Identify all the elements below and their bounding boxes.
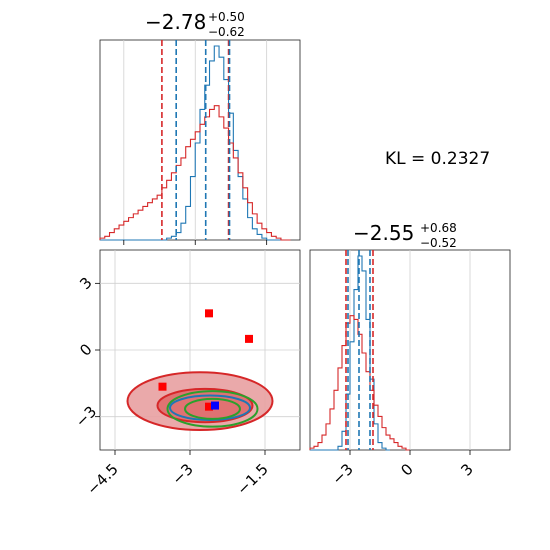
- joint-xtick-label-0: −4.5: [83, 460, 121, 498]
- right-title-value: −2.55: [353, 221, 414, 245]
- top-hist-series-1: [99, 105, 291, 241]
- top-title-minus: −0.62: [208, 25, 245, 39]
- right-hist-title: −2.55: [353, 221, 414, 245]
- joint-contour-4: [184, 397, 241, 420]
- joint-ytick-label-0: 3: [76, 274, 95, 293]
- joint-xtick-label-2: −1.5: [233, 460, 271, 498]
- joint-contour-3: [166, 390, 259, 428]
- joint-marker-0: [205, 309, 213, 318]
- joint-marker-1: [245, 334, 253, 343]
- top-left-hist-frame: [99, 39, 301, 241]
- joint-contour-2: [169, 394, 251, 421]
- right-title-minus: −0.52: [420, 236, 457, 250]
- joint-marker-2: [158, 382, 167, 391]
- joint-marker-4: [211, 401, 219, 410]
- right-hist-xtick-label-1: 0: [397, 460, 416, 479]
- joint-marker-3: [205, 402, 213, 411]
- top-title-plus: +0.50: [208, 10, 245, 24]
- joint-ytick-label-1: 0: [76, 340, 95, 359]
- top-title-value: −2.78: [145, 10, 206, 34]
- right-hist-series-0: [310, 255, 390, 451]
- top-hist-series-0: [100, 45, 291, 241]
- joint-xtick-label-1: −3: [168, 460, 196, 488]
- kl-annotation: KL = 0.2327: [385, 149, 490, 169]
- joint-ytick-label-2: −3: [72, 402, 100, 430]
- right-hist-xtick-label-2: 3: [457, 460, 476, 479]
- right-title-plus: +0.68: [420, 221, 457, 235]
- top-hist-title: −2.78: [145, 10, 206, 34]
- right-hist-series-1: [309, 315, 410, 451]
- right-hist-xtick-label-0: −3: [328, 460, 356, 488]
